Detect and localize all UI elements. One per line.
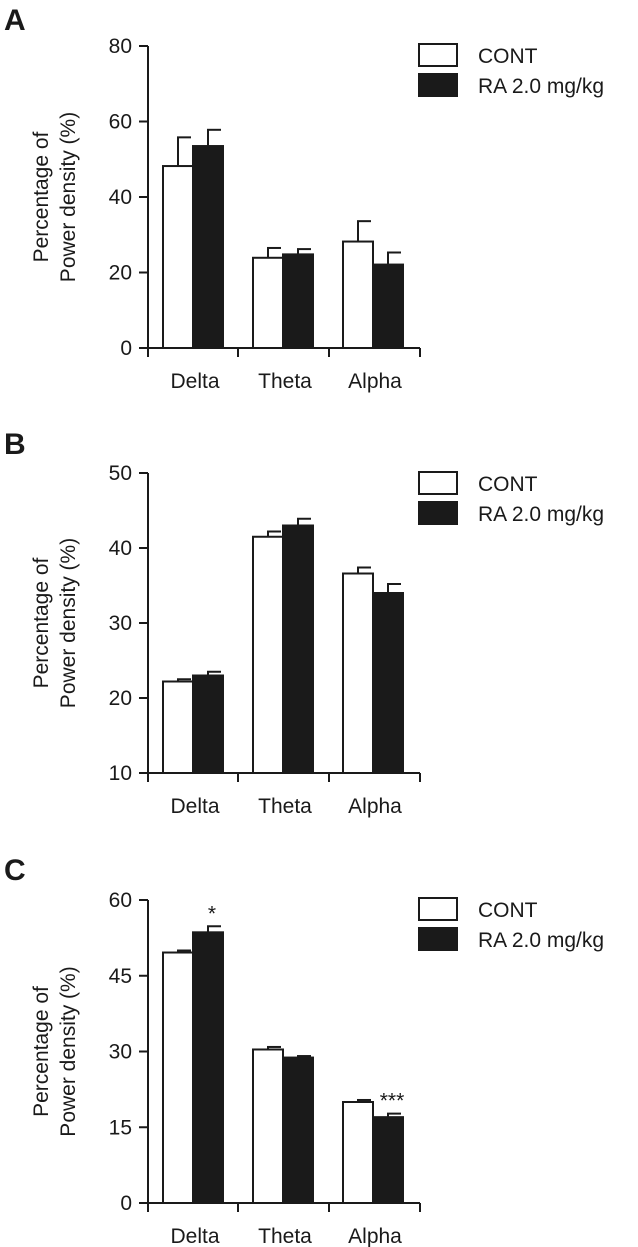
y-tick-label: 60	[109, 111, 132, 134]
bar-cont-theta	[252, 535, 284, 774]
bar-ra-alpha	[372, 592, 404, 774]
error-bar-cont-delta	[177, 136, 191, 167]
error-bar-cont-theta	[267, 1045, 281, 1050]
legend-label: CONT	[478, 899, 538, 922]
error-bar-cont-delta	[177, 678, 191, 682]
y-tick-label: 40	[109, 186, 132, 209]
y-tick-label: 20	[109, 262, 132, 285]
legend-swatch	[418, 73, 458, 97]
y-tick-label: 10	[109, 762, 132, 785]
bar-ra-theta	[282, 253, 314, 350]
y-tick-label: 60	[109, 889, 132, 912]
bar-ra-delta	[192, 674, 224, 774]
legend-swatch	[418, 897, 458, 921]
x-category-label: Theta	[258, 1225, 312, 1247]
y-axis-label: Percentage of Power density (%)	[30, 966, 80, 1136]
bar-cont-theta	[252, 1048, 284, 1204]
bar-cont-alpha	[342, 1101, 374, 1204]
error-bar-ra-alpha	[387, 251, 401, 265]
panel-C: C Percentage of Power density (%) 0 15 30 45 60…	[4, 854, 604, 1247]
x-category-label: Theta	[258, 370, 312, 393]
error-bar-ra-delta	[207, 128, 221, 147]
y-axis-label-line-2: Power density (%)	[57, 538, 80, 708]
x-category-label: Alpha	[348, 795, 402, 818]
y-tick-label: 20	[109, 687, 132, 710]
bar-cont-alpha	[342, 572, 374, 774]
legend-label: RA 2.0 mg/kg	[478, 929, 604, 952]
y-axis-label: Percentage of Power density (%)	[30, 538, 80, 708]
x-category-label: Theta	[258, 795, 312, 818]
bar-ra-alpha	[372, 1116, 404, 1205]
bar-cont-delta	[162, 680, 194, 774]
x-category-label: Delta	[170, 1225, 219, 1247]
error-bar-ra-alpha	[387, 1112, 401, 1118]
y-axis-label: Percentage of Power density (%)	[30, 112, 80, 282]
legend-swatch	[418, 471, 458, 495]
error-bar-ra-alpha	[387, 583, 401, 593]
y-tick-label: 80	[109, 35, 132, 58]
bar-ra-theta	[282, 524, 314, 774]
x-category-label: Delta	[170, 795, 219, 818]
bar-ra-delta	[192, 931, 224, 1204]
legend: CONT RA 2.0 mg/kg	[418, 471, 604, 526]
legend-label: CONT	[478, 473, 538, 496]
error-bar-cont-alpha	[357, 566, 371, 574]
legend: CONT RA 2.0 mg/kg	[418, 897, 604, 952]
legend-swatch	[418, 501, 458, 525]
legend: CONT RA 2.0 mg/kg	[418, 43, 604, 98]
x-category-label: Delta	[170, 370, 219, 393]
x-category-label: Alpha	[348, 370, 402, 393]
legend-label: RA 2.0 mg/kg	[478, 503, 604, 526]
y-axis-label-line-1: Percentage of	[30, 131, 53, 262]
panel-letter: A	[4, 4, 26, 37]
y-tick-label: 15	[109, 1116, 132, 1139]
bar-cont-delta	[162, 951, 194, 1205]
legend-label: CONT	[478, 45, 538, 68]
significance-marker: ***	[380, 1090, 405, 1113]
y-axis-label-line-1: Percentage of	[30, 557, 53, 688]
y-tick-label: 40	[109, 537, 132, 560]
bar-cont-theta	[252, 256, 284, 349]
error-bar-ra-theta	[297, 248, 311, 255]
legend-swatch	[418, 43, 458, 67]
panel-A: A Percentage of Power density (%) 0 20 40 60 80…	[4, 4, 604, 393]
panel-B: B Percentage of Power density (%) 10 20 30 40 5…	[4, 428, 604, 818]
legend-label: RA 2.0 mg/kg	[478, 75, 604, 98]
significance-marker: *	[208, 902, 216, 925]
bar-ra-alpha	[372, 263, 404, 350]
error-bar-ra-delta	[207, 670, 221, 676]
error-bar-ra-theta	[297, 517, 311, 526]
legend-swatch	[418, 927, 458, 951]
y-tick-label: 30	[109, 612, 132, 635]
y-tick-label: 0	[120, 337, 132, 360]
error-bar-cont-delta	[177, 949, 191, 953]
error-bar-ra-delta	[207, 925, 221, 933]
error-bar-cont-theta	[267, 246, 281, 258]
bar-ra-theta	[282, 1056, 314, 1205]
y-axis-label-line-2: Power density (%)	[57, 112, 80, 282]
y-tick-label: 0	[120, 1192, 132, 1215]
panel-letter: B	[4, 428, 26, 461]
y-tick-label: 30	[109, 1041, 132, 1064]
error-bar-ra-theta	[297, 1055, 311, 1058]
bar-cont-alpha	[342, 240, 374, 349]
bar-cont-delta	[162, 165, 194, 349]
y-tick-label: 45	[109, 965, 132, 988]
panel-letter: C	[4, 854, 26, 887]
bar-ra-delta	[192, 145, 224, 349]
error-bar-cont-alpha	[357, 1098, 371, 1102]
y-axis-label-line-2: Power density (%)	[57, 966, 80, 1136]
x-category-label: Alpha	[348, 1225, 402, 1247]
error-bar-cont-alpha	[357, 220, 371, 242]
y-tick-label: 50	[109, 462, 132, 485]
y-axis-label-line-1: Percentage of	[30, 986, 53, 1117]
error-bar-cont-theta	[267, 530, 281, 537]
